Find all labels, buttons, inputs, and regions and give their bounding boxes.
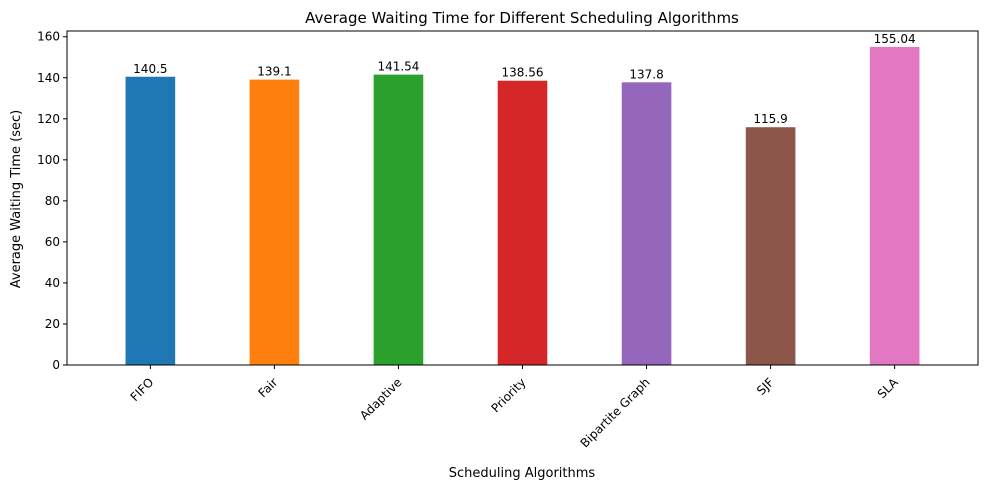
y-tick-label: 140 — [37, 71, 60, 85]
x-axis-label: Scheduling Algorithms — [449, 466, 596, 481]
bar-priority — [497, 80, 548, 365]
x-tick-label: Bipartite Graph — [578, 375, 653, 450]
y-tick-label: 60 — [45, 235, 60, 249]
data-label: 140.5 — [133, 62, 167, 76]
x-tick-label: SJF — [754, 375, 777, 398]
y-tick-label: 0 — [52, 358, 60, 372]
bar-sjf — [745, 127, 796, 365]
x-tick-label: SLA — [875, 375, 902, 402]
bar-adaptive — [373, 74, 424, 366]
y-tick-label: 20 — [45, 317, 60, 331]
y-tick-label: 100 — [37, 153, 60, 167]
plot-area: 140.5 FIFO 139.1 Fair 141.54 Adaptive 138.56 Pr… — [37, 30, 979, 450]
chart-title: Average Waiting Time for Different Sched… — [305, 9, 739, 27]
data-label: 139.1 — [257, 65, 291, 79]
data-label: 155.04 — [874, 32, 916, 46]
y-tick-label: 40 — [45, 276, 60, 290]
data-label: 138.56 — [502, 66, 544, 80]
x-tick-label: Adaptive — [357, 375, 404, 422]
data-label: 137.8 — [629, 67, 663, 81]
y-tick-label: 120 — [37, 112, 60, 126]
x-tick-label: Priority — [489, 375, 529, 415]
x-tick-label: Fair — [255, 375, 280, 400]
y-axis-label: Average Waiting Time (sec) — [9, 110, 24, 288]
bar-fifo — [125, 76, 176, 366]
data-label: 115.9 — [753, 112, 787, 126]
axes-frame — [66, 30, 979, 366]
y-tick-label: 80 — [45, 194, 60, 208]
y-tick-label: 160 — [37, 30, 60, 44]
bar-bipartite-graph — [621, 82, 672, 366]
bar-sla — [869, 46, 920, 365]
x-tick-label: FIFO — [128, 375, 157, 404]
data-label: 141.54 — [377, 60, 419, 74]
bar-fair — [249, 79, 300, 365]
